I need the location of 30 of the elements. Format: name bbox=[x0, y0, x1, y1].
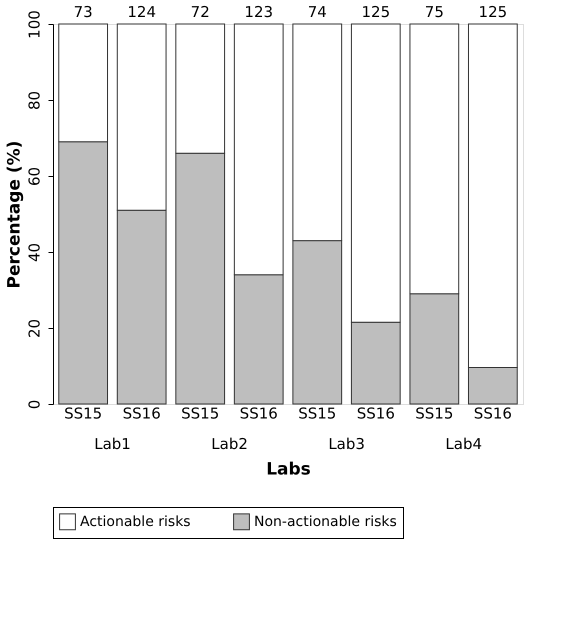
text: Lab2 bbox=[211, 435, 248, 453]
text: 124 bbox=[127, 3, 156, 21]
y-axis-title: Percentage (%) bbox=[4, 140, 24, 288]
y-tick-label: 40 bbox=[26, 242, 44, 262]
x-tick-label: SS16 bbox=[122, 404, 161, 422]
x-tick-label: SS15 bbox=[64, 404, 102, 422]
y-tick-label: 80 bbox=[26, 90, 44, 110]
text: 123 bbox=[244, 3, 274, 21]
x-tick-label: SS15 bbox=[298, 404, 336, 422]
y-tick-label: 60 bbox=[26, 166, 44, 186]
text: 125 bbox=[478, 3, 508, 21]
x-tick-label: SS16 bbox=[474, 404, 512, 422]
y-tick-label: 0 bbox=[26, 400, 44, 410]
x-tick-label: SS15 bbox=[415, 404, 454, 422]
text: 74 bbox=[308, 3, 327, 21]
x-tick-label: SS16 bbox=[240, 404, 278, 422]
x-tick-label: SS15 bbox=[181, 404, 220, 422]
text: 125 bbox=[361, 3, 390, 21]
legend-label: Non-actionable risks bbox=[254, 514, 397, 530]
text: Lab1 bbox=[94, 435, 131, 453]
text: Lab4 bbox=[445, 435, 482, 453]
text: 75 bbox=[424, 3, 444, 21]
text: 72 bbox=[190, 3, 210, 21]
y-tick-label: 20 bbox=[26, 318, 44, 338]
legend-label: Actionable risks bbox=[80, 514, 191, 530]
text: 73 bbox=[74, 3, 93, 21]
text: Lab3 bbox=[328, 435, 365, 453]
x-axis-title: Labs bbox=[266, 460, 311, 480]
x-tick-label: SS16 bbox=[356, 404, 395, 422]
y-tick-label: 100 bbox=[26, 10, 44, 39]
